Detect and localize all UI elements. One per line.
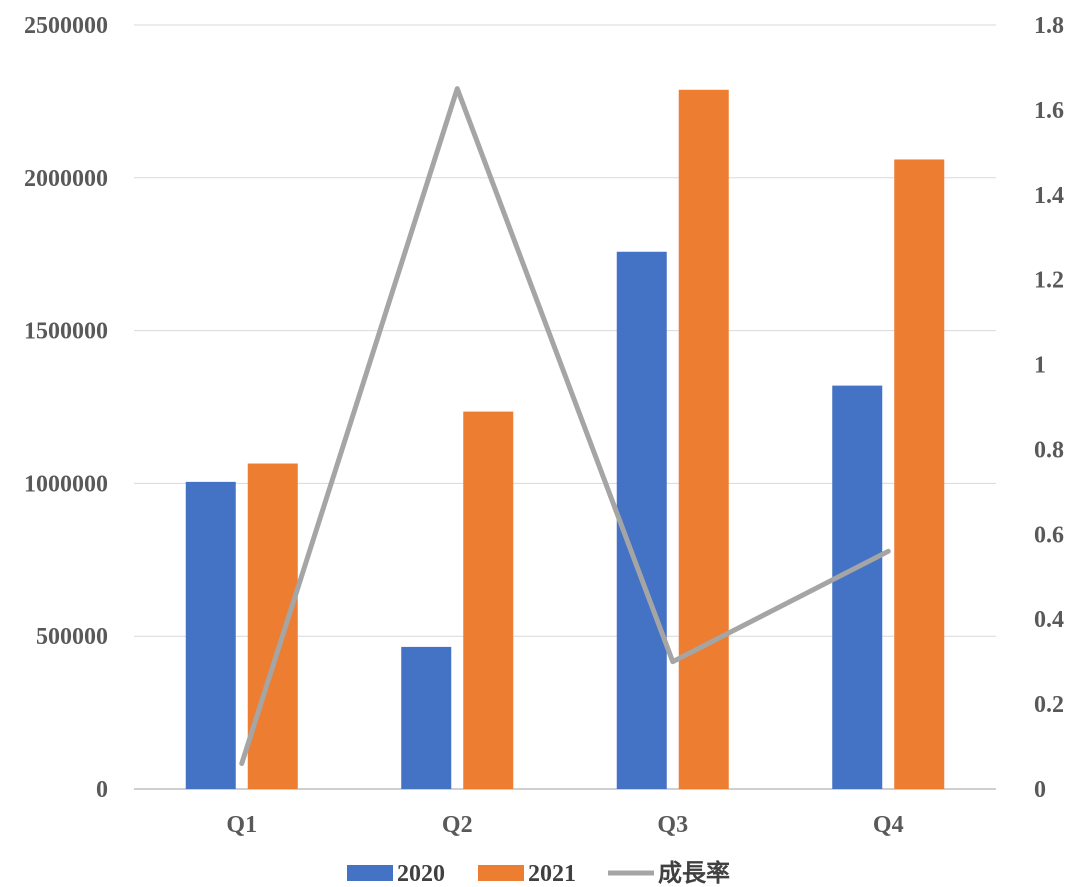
right-axis: 0 0.2 0.4 0.6 0.8 1 1.2 1.4 1.6 1.8 [1034,13,1064,803]
right-tick-label: 1 [1034,353,1046,379]
bar-2020-Q4 [832,385,883,789]
legend-swatch [478,865,524,881]
left-tick-label: 1000000 [24,471,108,497]
left-tick-label: 2000000 [24,166,108,192]
right-tick-label: 1.6 [1034,98,1064,124]
left-tick-label: 1500000 [24,319,108,345]
bar-series [185,89,945,790]
x-tick-label: Q1 [226,812,257,838]
right-tick-label: 1.2 [1034,268,1064,294]
left-axis: 0 500000 1000000 1500000 2000000 2500000 [24,13,108,803]
right-tick-label: 1.8 [1034,13,1064,39]
legend-label: 成長率 [658,859,730,887]
bar-2021-Q3 [678,89,729,789]
right-tick-label: 0.6 [1034,522,1064,548]
left-tick-label: 500000 [36,624,108,650]
legend-label: 2020 [397,861,445,887]
right-tick-label: 1.4 [1034,183,1064,209]
line-series [239,86,891,767]
x-tick-label: Q2 [442,812,473,838]
left-tick-label: 0 [96,777,108,803]
right-tick-label: 0.4 [1034,607,1064,633]
x-axis: Q1 Q2 Q3 Q4 [226,812,903,838]
bar-2021-Q1 [247,463,298,789]
right-tick-label: 0 [1034,777,1046,803]
left-tick-label: 2500000 [24,13,108,39]
right-tick-label: 0.2 [1034,692,1064,718]
right-tick-label: 0.8 [1034,437,1064,463]
line-成長率 [239,86,891,767]
bar-2021-Q2 [463,411,514,789]
bar-2021-Q4 [894,159,945,790]
x-tick-label: Q3 [657,812,688,838]
bar-2020-Q2 [401,646,452,789]
legend: 2020 2021 成長率 [347,859,730,887]
bar-2020-Q1 [185,481,236,789]
x-tick-label: Q4 [873,812,904,838]
bar-2020-Q3 [616,251,667,790]
legend-swatch [347,865,393,881]
legend-label: 2021 [528,861,576,887]
